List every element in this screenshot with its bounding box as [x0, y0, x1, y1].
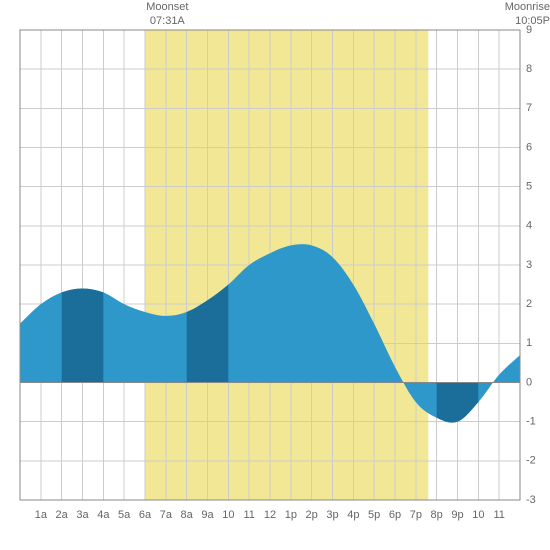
svg-text:12: 12 — [264, 509, 276, 521]
svg-text:3: 3 — [526, 259, 532, 271]
svg-text:11: 11 — [243, 509, 254, 521]
svg-text:11: 11 — [493, 509, 504, 521]
moonrise-title: Moonrise — [505, 0, 550, 14]
svg-text:1a: 1a — [35, 509, 48, 521]
svg-text:7a: 7a — [160, 509, 173, 521]
svg-text:5a: 5a — [118, 509, 131, 521]
svg-text:1p: 1p — [285, 509, 297, 521]
svg-text:7p: 7p — [410, 509, 422, 521]
svg-text:6p: 6p — [389, 509, 401, 521]
svg-text:3p: 3p — [326, 509, 338, 521]
svg-text:8a: 8a — [181, 509, 194, 521]
svg-text:-3: -3 — [526, 494, 536, 506]
chart-svg: -3-2-101234567891a2a3a4a5a6a7a8a9a101112… — [0, 0, 550, 550]
svg-text:4p: 4p — [347, 509, 359, 521]
svg-text:10: 10 — [472, 509, 484, 521]
svg-text:0: 0 — [526, 376, 532, 388]
svg-text:6: 6 — [526, 141, 532, 153]
svg-text:1: 1 — [526, 337, 532, 349]
moonrise-time: 10:05P — [505, 14, 550, 28]
moonset-label: Moonset 07:31A — [146, 0, 188, 29]
svg-text:3a: 3a — [76, 509, 89, 521]
svg-text:2: 2 — [526, 298, 532, 310]
moonset-time: 07:31A — [146, 14, 188, 28]
svg-text:8p: 8p — [431, 509, 443, 521]
svg-text:-1: -1 — [526, 416, 536, 428]
svg-text:9p: 9p — [451, 509, 463, 521]
svg-text:5: 5 — [526, 181, 532, 193]
svg-text:5p: 5p — [368, 509, 380, 521]
svg-text:-2: -2 — [526, 455, 536, 467]
svg-text:8: 8 — [526, 63, 532, 75]
svg-text:6a: 6a — [139, 509, 152, 521]
svg-text:4: 4 — [526, 220, 532, 232]
moonset-title: Moonset — [146, 0, 188, 14]
tide-chart: Moonset 07:31A Moonrise 10:05P -3-2-1012… — [0, 0, 550, 550]
moonrise-label: Moonrise 10:05P — [505, 0, 550, 29]
svg-text:2p: 2p — [306, 509, 318, 521]
svg-text:4a: 4a — [97, 509, 110, 521]
svg-text:10: 10 — [222, 509, 234, 521]
svg-text:2a: 2a — [56, 509, 69, 521]
svg-text:7: 7 — [526, 102, 532, 114]
svg-text:9a: 9a — [201, 509, 214, 521]
